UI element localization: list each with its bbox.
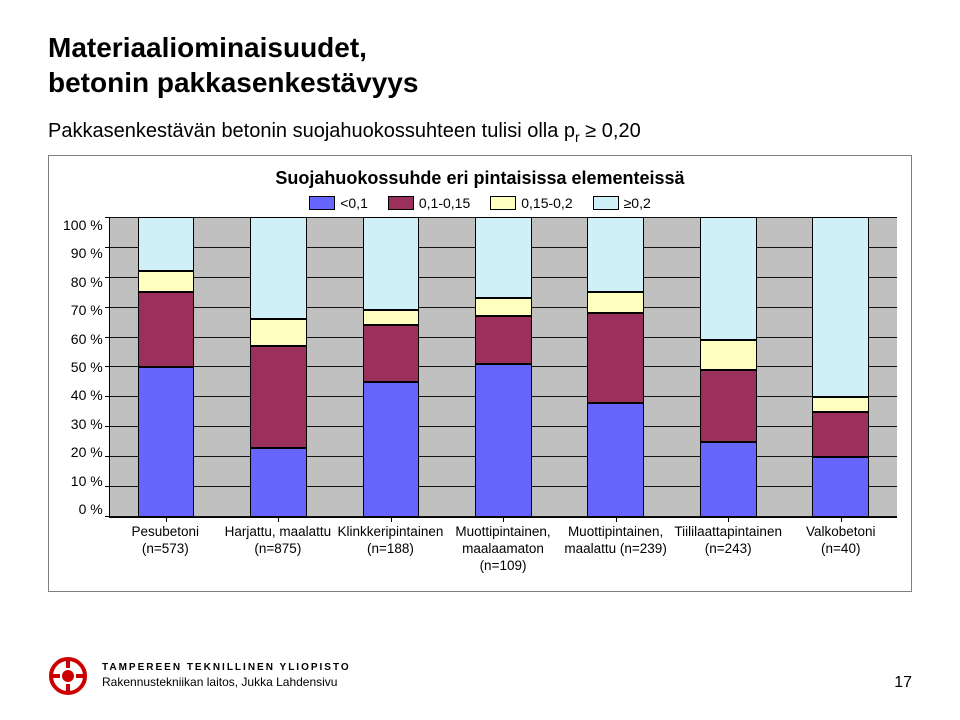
- y-tick-label: 10 %: [71, 473, 103, 489]
- x-tick-label: Tiililaattapintainen(n=243): [672, 524, 785, 575]
- legend-label: 0,1-0,15: [419, 195, 470, 211]
- legend-swatch: [593, 196, 619, 210]
- bar-segment: [812, 397, 869, 412]
- x-tick: [391, 517, 392, 522]
- y-tick-label: 80 %: [71, 274, 103, 290]
- plot-area: [109, 217, 897, 518]
- footer-text: TAMPEREEN TEKNILLINEN YLIOPISTO Rakennus…: [102, 662, 351, 689]
- legend-item: 0,15-0,2: [490, 195, 572, 211]
- university-name: TAMPEREEN TEKNILLINEN YLIOPISTO: [102, 662, 351, 674]
- bar-segment: [250, 217, 307, 319]
- bar-segment: [363, 382, 420, 517]
- bar-segment: [363, 325, 420, 382]
- bar-segment: [587, 217, 644, 292]
- page-number: 17: [894, 674, 912, 692]
- bar-segment: [700, 217, 757, 340]
- university-logo-icon: [48, 656, 88, 696]
- bar-segment: [138, 292, 195, 367]
- x-tick-label: Harjattu, maalattu(n=875): [222, 524, 335, 575]
- chart-plot: 100 % 90 % 80 % 70 % 60 % 50 % 40 % 30 % 20 % 10 …: [63, 217, 897, 518]
- bar-column: [138, 217, 195, 517]
- y-tick-label: 90 %: [71, 245, 103, 261]
- bar-column: [587, 217, 644, 517]
- bar-segment: [250, 346, 307, 448]
- x-tick: [278, 517, 279, 522]
- bar-segment: [138, 217, 195, 271]
- title-line1: Materiaaliominaisuudet,: [48, 32, 367, 63]
- y-tick-label: 50 %: [71, 359, 103, 375]
- x-tick-label: Muottipintainen,maalattu (n=239): [559, 524, 672, 575]
- bar-column: [475, 217, 532, 517]
- bar-segment: [475, 298, 532, 316]
- slide-subtitle: Pakkasenkestävän betonin suojahuokossuht…: [48, 120, 912, 145]
- bar-segment: [475, 217, 532, 298]
- bar-segment: [138, 271, 195, 292]
- x-tick: [616, 517, 617, 522]
- title-line2: betonin pakkasenkestävyys: [48, 67, 418, 98]
- legend-label: <0,1: [340, 195, 368, 211]
- x-axis: Pesubetoni(n=573)Harjattu, maalattu(n=87…: [109, 524, 897, 575]
- department-name: Rakennustekniikan laitos, Jukka Lahdensi…: [102, 676, 351, 690]
- x-tick-label: Klinkkeripintainen(n=188): [334, 524, 447, 575]
- legend-item: <0,1: [309, 195, 368, 211]
- bar-segment: [812, 457, 869, 517]
- bar-segment: [250, 448, 307, 517]
- bar-segment: [475, 316, 532, 364]
- bar-segment: [700, 442, 757, 517]
- bar-segment: [587, 403, 644, 517]
- bar-segment: [812, 412, 869, 457]
- y-axis: 100 % 90 % 80 % 70 % 60 % 50 % 40 % 30 % 20 % 10 …: [63, 217, 109, 517]
- bar-segment: [250, 319, 307, 346]
- bar-segment: [363, 310, 420, 325]
- legend-swatch: [490, 196, 516, 210]
- bar-segment: [363, 217, 420, 310]
- chart-container: Suojahuokossuhde eri pintaisissa element…: [48, 155, 912, 592]
- chart-title: Suojahuokossuhde eri pintaisissa element…: [63, 168, 897, 189]
- bar-segment: [587, 292, 644, 313]
- y-tick-label: 60 %: [71, 331, 103, 347]
- y-tick-label: 0 %: [79, 501, 103, 517]
- y-tick-label: 100 %: [63, 217, 103, 233]
- footer: TAMPEREEN TEKNILLINEN YLIOPISTO Rakennus…: [48, 656, 351, 696]
- x-tick-label: Pesubetoni(n=573): [109, 524, 222, 575]
- bar-segment: [700, 370, 757, 442]
- bar-segment: [475, 364, 532, 517]
- x-tick: [841, 517, 842, 522]
- bar-column: [363, 217, 420, 517]
- y-tick-label: 40 %: [71, 387, 103, 403]
- legend-swatch: [388, 196, 414, 210]
- chart-legend: <0,1 0,1-0,15 0,15-0,2 ≥0,2: [63, 195, 897, 211]
- x-tick-label: Muottipintainen,maalaamaton(n=109): [447, 524, 560, 575]
- legend-label: ≥0,2: [624, 195, 651, 211]
- bar-segment: [700, 340, 757, 370]
- bars-layer: [110, 217, 897, 517]
- bar-column: [812, 217, 869, 517]
- legend-label: 0,15-0,2: [521, 195, 572, 211]
- x-tick: [728, 517, 729, 522]
- y-tick-label: 20 %: [71, 444, 103, 460]
- bar-segment: [138, 367, 195, 517]
- x-tick: [166, 517, 167, 522]
- bar-segment: [587, 313, 644, 403]
- bar-column: [250, 217, 307, 517]
- bar-column: [700, 217, 757, 517]
- slide-title: Materiaaliominaisuudet, betonin pakkasen…: [48, 30, 912, 100]
- x-tick: [503, 517, 504, 522]
- y-tick-label: 30 %: [71, 416, 103, 432]
- bar-segment: [812, 217, 869, 397]
- legend-item: ≥0,2: [593, 195, 651, 211]
- y-tick-label: 70 %: [71, 302, 103, 318]
- legend-item: 0,1-0,15: [388, 195, 470, 211]
- legend-swatch: [309, 196, 335, 210]
- x-tick-label: Valkobetoni(n=40): [784, 524, 897, 575]
